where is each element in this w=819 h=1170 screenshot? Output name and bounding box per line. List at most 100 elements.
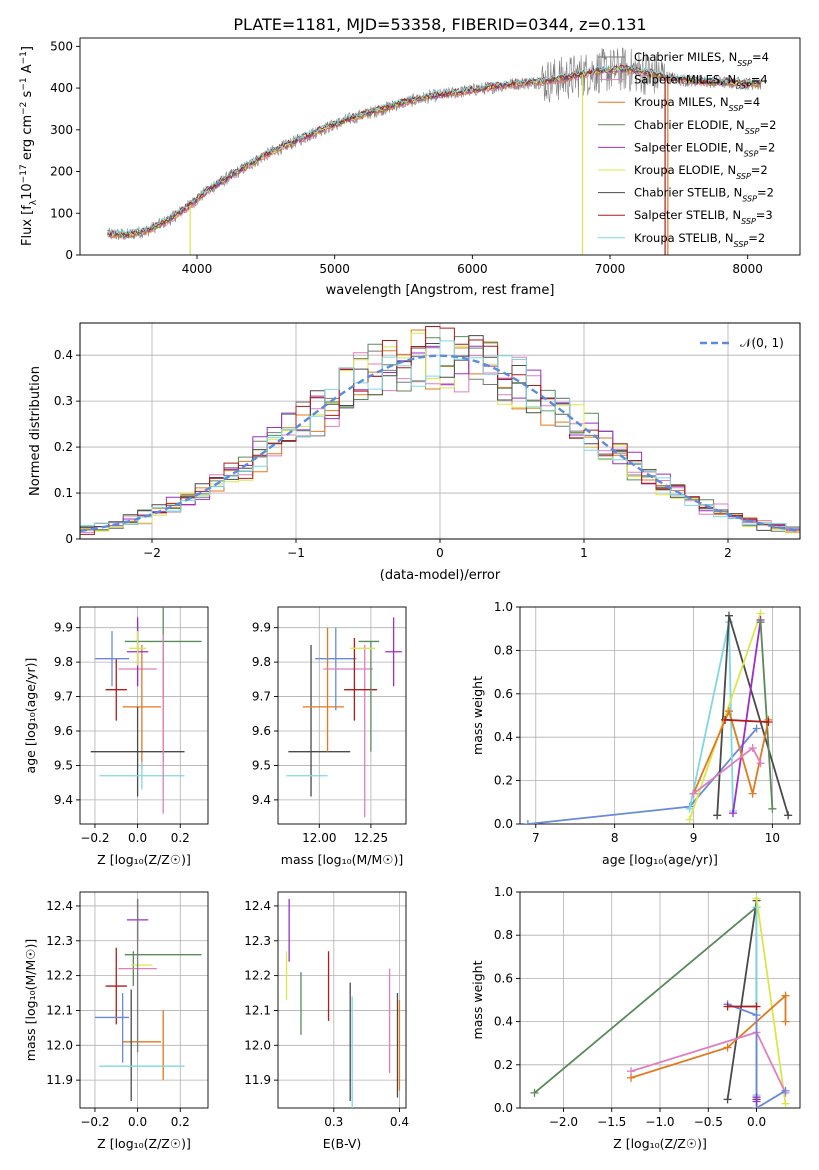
x-tick-label: 5000 — [319, 262, 350, 276]
weight-marker — [723, 1043, 732, 1052]
mass_vs_Z-marks — [94, 898, 202, 1102]
axes-frame — [79, 322, 801, 540]
y-tick-label: 0.0 — [494, 1101, 513, 1115]
y-tick-label: 9.6 — [54, 724, 73, 738]
weight-marker — [728, 809, 737, 818]
y-tick-label: 9.8 — [252, 655, 271, 669]
weight-marker — [752, 1097, 761, 1106]
weight-marker — [685, 804, 694, 813]
x-tick-label: −0.2 — [80, 1115, 109, 1129]
age_vs_mass-panel: 12.00 12.25 9.4 9.5 9.6 9.7 9.8 9.9 mass [log₁₀(… — [252, 606, 407, 867]
y-tick-label: 9.5 — [54, 758, 73, 772]
mass_vs_Z-xlabel: Z [log₁₀(Z/Z☉)] — [97, 1136, 191, 1151]
weight-marker — [685, 815, 694, 824]
weight-line — [755, 898, 787, 1104]
age_vs_mass-marks — [286, 617, 402, 818]
age_vs_Z-ylabel: age [log₁₀(age/yr)] — [23, 658, 38, 774]
weight-marker — [781, 1017, 790, 1026]
y-tick-label: 0.1 — [54, 486, 73, 500]
weight-marker — [764, 718, 773, 727]
weight-marker — [723, 1095, 732, 1104]
weight_vs_age-marks — [523, 609, 793, 824]
weight-line — [533, 906, 758, 1094]
y-tick-label: 0.2 — [494, 774, 513, 788]
weight-line — [726, 900, 758, 1100]
weight-marker — [627, 1067, 636, 1076]
y-tick-label: 9.6 — [252, 724, 271, 738]
x-tick-label: −1 — [287, 546, 305, 560]
x-tick-label: 0.0 — [128, 1115, 147, 1129]
x-tick-label: 0.0 — [747, 1115, 766, 1129]
y-tick-label: 0.2 — [54, 440, 73, 454]
age_vs_Z-panel: −0.2 0.0 0.2 9.4 9.5 9.6 9.7 9.8 9.9 Z [log₁₀(Z/Z… — [23, 606, 209, 867]
y-tick-label: 300 — [50, 123, 73, 137]
mass_vs_Z-ylabel: mass [log₁₀(M/M☉)] — [23, 939, 38, 1061]
weight-line — [692, 708, 770, 794]
weight_vs_Z-xlabel: Z [log₁₀(Z/Z☉)] — [613, 1136, 707, 1151]
weight-marker — [713, 811, 722, 820]
residuals-xlabel: (data-model)/error — [380, 568, 501, 583]
weight_vs_age-ylabel: mass weight — [470, 676, 485, 755]
y-tick-label: 1.0 — [494, 600, 513, 614]
y-tick-label: 12.4 — [244, 899, 271, 913]
x-tick-label: −1.5 — [597, 1115, 626, 1129]
weight_vs_age-xlabel: age [log₁₀(age/yr)] — [602, 852, 718, 867]
x-tick-label: 0.4 — [390, 1115, 409, 1129]
weight-marker — [781, 1086, 790, 1095]
small-panels: −0.2 0.0 0.2 9.4 9.5 9.6 9.7 9.8 9.9 Z [log₁₀(Z/Z… — [23, 600, 801, 1151]
x-tick-label: 0.0 — [128, 831, 147, 845]
y-tick-label: 9.5 — [252, 758, 271, 772]
x-tick-label: −2 — [143, 546, 161, 560]
x-tick-label: −2.0 — [549, 1115, 578, 1129]
y-tick-label: 9.7 — [54, 690, 73, 704]
weight-marker — [781, 991, 790, 1000]
x-tick-label: 6000 — [457, 262, 488, 276]
x-tick-label: −0.2 — [80, 831, 109, 845]
x-tick-label: 12.00 — [302, 831, 336, 845]
legend-entry: Salpeter STELIB, NSSP=3 — [634, 208, 773, 226]
y-tick-label: 9.4 — [252, 793, 271, 807]
y-tick-label: 0 — [65, 532, 73, 546]
weight-marker — [748, 744, 757, 753]
x-tick-label: 0.3 — [324, 1115, 343, 1129]
weight-marker — [752, 1002, 761, 1011]
spectrum-axes: 4000 5000 6000 7000 8000 0 100 200 300 400 500 — [50, 37, 801, 276]
y-tick-label: 0.4 — [494, 1015, 513, 1029]
weight-marker — [752, 894, 761, 903]
weight-marker — [725, 707, 734, 716]
spectrum-line-krou_stelib — [107, 64, 761, 237]
y-tick-label: 9.8 — [54, 655, 73, 669]
age_vs_Z-xlabel: Z [log₁₀(Z/Z☉)] — [97, 852, 191, 867]
y-tick-label: 0.0 — [494, 817, 513, 831]
spectrum-ylabel: Flux [fλ10−17 erg cm−2 s−1 A−1] — [19, 46, 39, 246]
normal-curve — [79, 354, 801, 533]
y-tick-label: 0.2 — [494, 1058, 513, 1072]
weight_vs_Z-ylabel: mass weight — [470, 960, 485, 1039]
weight-marker — [748, 789, 757, 798]
x-tick-label: 10 — [765, 831, 780, 845]
mass_vs_Z-panel: −0.2 0.0 0.2 11.9 12.0 12.1 12.2 12.3 12.4 Z [log… — [23, 891, 209, 1151]
y-tick-label: 0 — [65, 248, 73, 262]
weight_vs_Z-panel: −2.0 −1.5 −1.0 −0.5 0.0 0.0 0.2 0.4 0.6 0.8 1.0 Z [… — [470, 885, 801, 1151]
spectrum-panel: 4000 5000 6000 7000 8000 0 100 200 300 400 500 wav… — [19, 37, 801, 298]
legend-entry: Kroupa MILES, NSSP=4 — [634, 95, 760, 113]
weight-marker — [530, 1088, 539, 1097]
weight-marker — [768, 804, 777, 813]
y-tick-label: 0.4 — [494, 730, 513, 744]
y-tick-label: 12.1 — [46, 1003, 73, 1017]
residuals-steps — [79, 326, 801, 535]
weight_vs_Z-marks — [530, 894, 790, 1108]
weight-marker — [725, 611, 734, 620]
y-tick-label: 12.0 — [46, 1038, 73, 1052]
y-tick-label: 9.4 — [54, 793, 73, 807]
weight-marker — [752, 1011, 761, 1020]
y-tick-label: 0.4 — [54, 348, 73, 362]
x-tick-label: 7 — [532, 831, 540, 845]
y-tick-label: 0.3 — [54, 394, 73, 408]
weight-marker — [784, 811, 793, 820]
y-tick-label: 500 — [50, 39, 73, 53]
weight-marker — [723, 1002, 732, 1011]
y-tick-label: 0.8 — [494, 928, 513, 942]
legend-entry: 𝒩(0, 1) — [740, 336, 784, 350]
